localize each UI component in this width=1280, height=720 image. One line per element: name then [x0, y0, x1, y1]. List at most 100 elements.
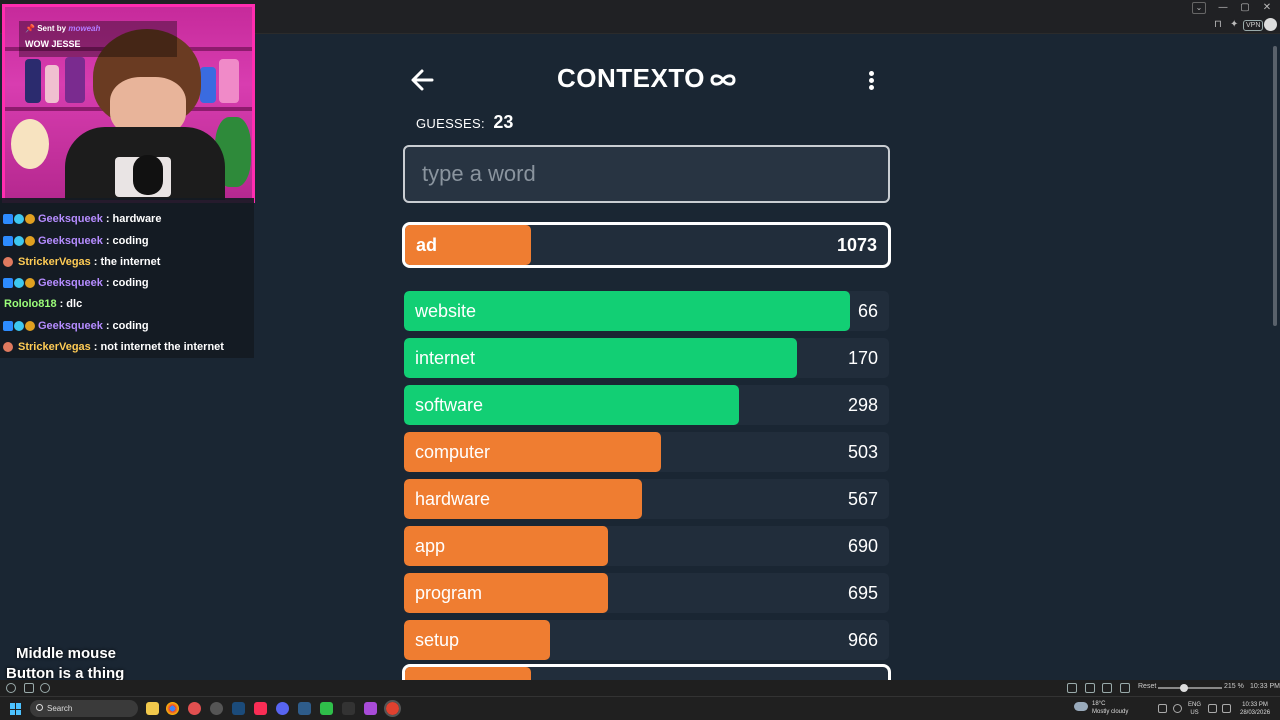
screenshot-icon[interactable] — [1067, 683, 1077, 693]
guess-word: hardware — [415, 488, 491, 509]
stream-caption: Middle mouse Button is a thing — [6, 644, 156, 684]
coin-badge-icon — [25, 235, 35, 246]
maximize-button[interactable]: ▢ — [1240, 2, 1250, 13]
clock[interactable]: 10:33 PM 28/03/2026 — [1240, 701, 1270, 717]
sub-badge-icon — [3, 320, 13, 331]
kebab-dot — [869, 71, 874, 76]
chevron-down-icon[interactable]: ⌄ — [1192, 2, 1206, 14]
bookmark-icon[interactable]: ⊓ — [1214, 19, 1222, 30]
similarity-bar — [404, 573, 608, 613]
wifi-icon[interactable] — [1208, 704, 1217, 713]
similarity-bar — [404, 385, 739, 425]
chat-message: Geeksqueek : coding — [0, 272, 254, 293]
figure — [25, 59, 41, 103]
steam-icon[interactable] — [232, 702, 245, 715]
app-icon[interactable] — [188, 702, 201, 715]
chat-text: : coding — [105, 276, 149, 289]
coin-badge-icon — [25, 320, 35, 331]
guess-row: hardware 567 — [404, 479, 889, 519]
media-icon[interactable] — [1102, 683, 1112, 693]
gem-badge-icon — [14, 277, 24, 288]
chat-username: StrickerVegas — [18, 255, 91, 268]
region: US — [1190, 710, 1199, 716]
microphone-icon[interactable] — [1173, 704, 1182, 713]
gem-badge-icon — [14, 235, 24, 246]
profile-avatar[interactable] — [1264, 18, 1277, 31]
zoom-slider[interactable] — [1158, 684, 1222, 692]
extension-icon[interactable]: ✦ — [1230, 19, 1239, 30]
similarity-bar — [404, 338, 797, 378]
similarity-bar — [404, 291, 851, 331]
guess-row: internet 170 — [404, 338, 889, 378]
guess-word: internet — [415, 347, 476, 368]
similarity-bar — [404, 526, 608, 566]
hand-badge-icon — [3, 341, 13, 352]
volume-icon[interactable] — [1222, 704, 1231, 713]
discord-icon[interactable] — [276, 702, 289, 715]
guess-word: program — [415, 582, 483, 603]
gem-badge-icon — [14, 213, 24, 224]
sender-name: moweah — [68, 24, 101, 33]
status-time: 10:33 PM — [1250, 683, 1280, 690]
browser-status-bar: Reset 215 % 10:33 PM — [0, 680, 1280, 696]
chat-badges — [3, 213, 35, 224]
scrollbar-thumb[interactable] — [1273, 46, 1277, 326]
word-input[interactable] — [403, 145, 890, 203]
windows-start-icon[interactable] — [10, 703, 22, 715]
taskbar: Search 18°C Mostly cloudy ENG US 10 — [0, 696, 1280, 720]
infinity-icon[interactable] — [708, 70, 738, 90]
chat-text: : coding — [105, 234, 149, 247]
chrome-icon[interactable] — [166, 702, 179, 715]
chat-username: StrickerVegas — [18, 340, 91, 353]
tabs-icon[interactable] — [1085, 683, 1095, 693]
guess-rank: 1073 — [836, 234, 877, 255]
gem-badge-icon — [14, 320, 24, 331]
zoom-level: 215 % — [1224, 683, 1244, 690]
guesses-label: GUESSES: — [416, 116, 485, 131]
file-explorer-icon[interactable] — [146, 702, 159, 715]
similarity-bar — [404, 620, 550, 660]
caption-line: Middle mouse — [16, 645, 117, 662]
pause-icon[interactable] — [24, 683, 34, 693]
search-icon — [36, 704, 43, 711]
figure — [200, 67, 216, 103]
similarity-bar — [404, 432, 662, 472]
zoom-slider-knob[interactable] — [1180, 684, 1188, 692]
guess-word: app — [415, 535, 446, 556]
vpn-badge[interactable]: VPN — [1243, 20, 1264, 31]
editor-icon[interactable] — [298, 702, 311, 715]
guess-word: computer — [415, 441, 491, 462]
sub-badge-icon — [3, 213, 13, 224]
images-icon[interactable] — [1120, 683, 1130, 693]
page-scrollbar[interactable] — [1270, 36, 1280, 680]
chat-message: Rololo818 : dlc — [0, 293, 254, 314]
vivaldi-icon[interactable] — [384, 700, 401, 717]
chat-message: StrickerVegas : the internet — [0, 251, 254, 272]
cloud-icon[interactable] — [40, 683, 50, 693]
similarity-bar — [405, 667, 531, 684]
guess-rank: 170 — [847, 347, 878, 368]
back-arrow-icon[interactable] — [410, 66, 436, 94]
minimize-button[interactable]: — — [1218, 2, 1228, 13]
taskbar-search[interactable]: Search — [30, 700, 138, 717]
chatgpt-icon[interactable] — [210, 702, 223, 715]
more-options-icon[interactable] — [862, 68, 880, 92]
chat-message: StrickerVegas : not internet the interne… — [0, 336, 254, 357]
similarity-bar — [404, 479, 642, 519]
app-icon[interactable] — [342, 702, 355, 715]
close-window-button[interactable]: ✕ — [1262, 2, 1272, 13]
zoom-reset-button[interactable]: Reset — [1138, 683, 1157, 690]
chat-overlay: Geeksqueek : hardware Geeksqueek : codin… — [0, 198, 254, 358]
app-icon[interactable] — [320, 702, 333, 715]
settings-icon[interactable] — [6, 683, 16, 693]
chat-username: Geeksqueek — [38, 212, 103, 225]
music-icon[interactable] — [254, 702, 267, 715]
chat-badges — [3, 320, 35, 331]
clock-date: 28/03/2026 — [1240, 710, 1271, 716]
webcam-overlay: 📌 Sent by moweah WOW JESSE — [2, 4, 255, 203]
language-indicator[interactable]: ENG US — [1188, 701, 1201, 717]
sub-badge-icon — [3, 277, 13, 288]
app-icon[interactable] — [364, 702, 377, 715]
tray-chevron-icon[interactable] — [1158, 704, 1167, 713]
caption-line: Button is a thing — [6, 665, 125, 682]
